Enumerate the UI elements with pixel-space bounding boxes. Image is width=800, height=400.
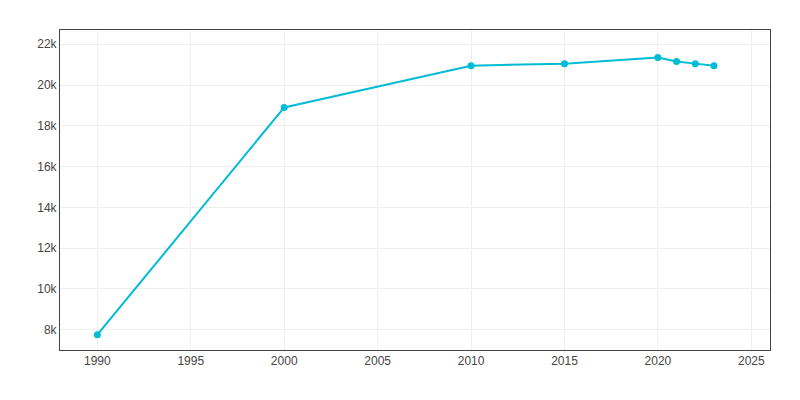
- svg-text:2015: 2015: [551, 354, 578, 368]
- svg-text:14k: 14k: [37, 201, 57, 215]
- svg-text:8k: 8k: [44, 323, 58, 337]
- svg-text:1990: 1990: [84, 354, 111, 368]
- svg-text:2020: 2020: [645, 354, 672, 368]
- svg-text:2025: 2025: [738, 354, 765, 368]
- svg-text:20k: 20k: [37, 78, 57, 92]
- svg-text:22k: 22k: [37, 37, 57, 51]
- svg-text:2000: 2000: [271, 354, 298, 368]
- svg-text:12k: 12k: [37, 241, 57, 255]
- svg-text:18k: 18k: [37, 119, 57, 133]
- svg-text:16k: 16k: [37, 160, 57, 174]
- svg-text:10k: 10k: [37, 282, 57, 296]
- svg-text:1995: 1995: [177, 354, 204, 368]
- svg-text:2010: 2010: [458, 354, 485, 368]
- svg-text:2005: 2005: [364, 354, 391, 368]
